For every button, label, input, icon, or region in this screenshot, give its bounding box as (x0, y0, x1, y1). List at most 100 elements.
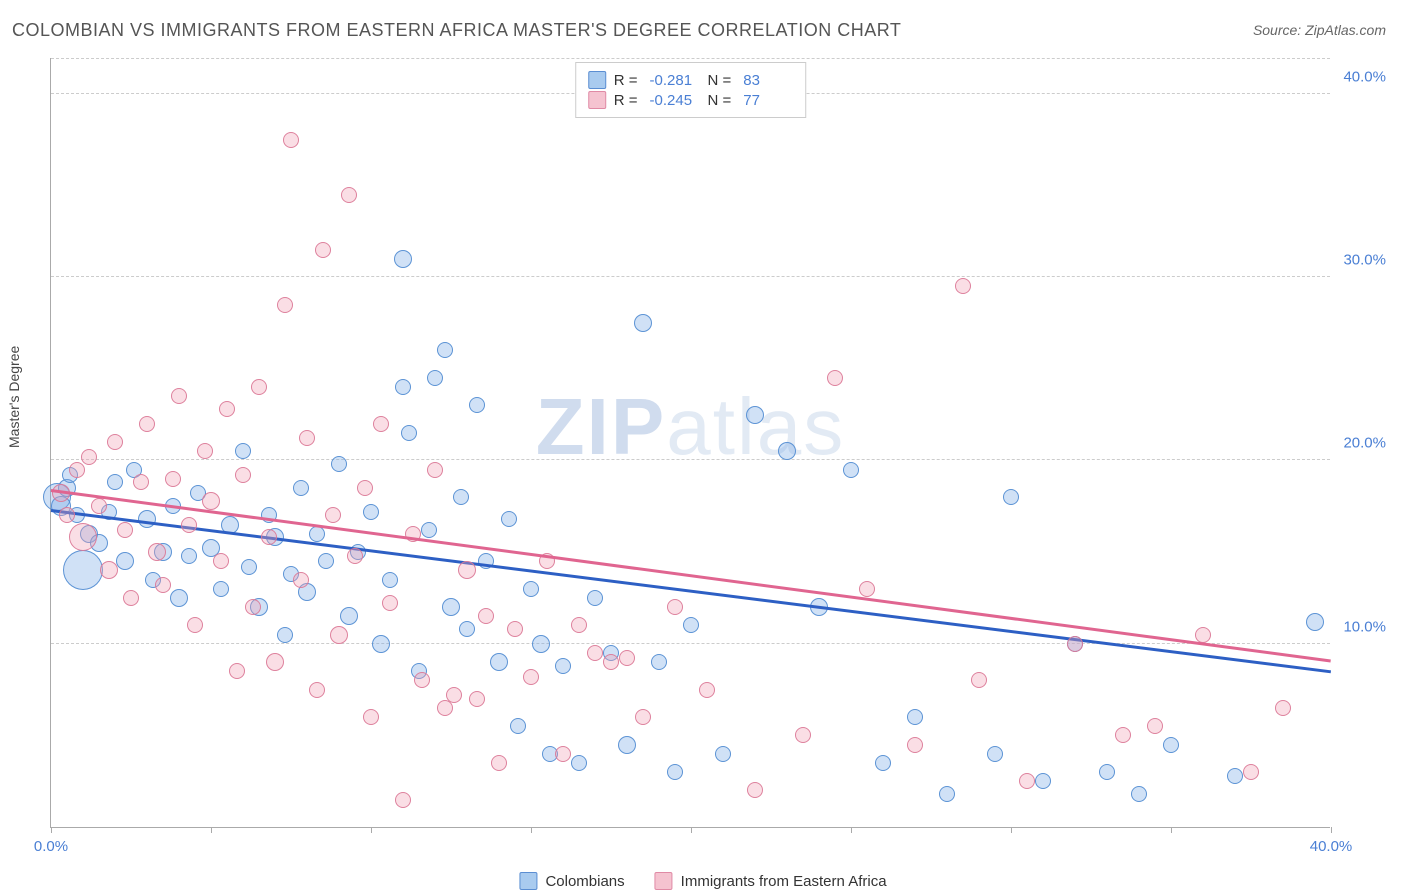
legend-row: R =-0.281N =83 (588, 71, 794, 89)
data-point (1035, 773, 1051, 789)
data-point (277, 627, 293, 643)
x-tick (1331, 827, 1332, 833)
data-point (91, 498, 107, 514)
data-point (181, 548, 197, 564)
data-point (245, 599, 261, 615)
data-point (634, 314, 652, 332)
data-point (939, 786, 955, 802)
correlation-legend: R =-0.281N =83R =-0.245N =77 (575, 62, 807, 118)
gridline (51, 276, 1330, 277)
data-point (357, 480, 373, 496)
y-tick-label: 40.0% (1343, 68, 1386, 85)
gridline (51, 643, 1330, 644)
data-point (116, 552, 134, 570)
data-point (341, 187, 357, 203)
data-point (469, 397, 485, 413)
data-point (523, 669, 539, 685)
trendline (51, 509, 1331, 673)
data-point (907, 737, 923, 753)
data-point (372, 635, 390, 653)
legend-n-value: 77 (743, 92, 793, 109)
legend-swatch (519, 872, 537, 890)
data-point (382, 572, 398, 588)
data-point (315, 242, 331, 258)
data-point (117, 522, 133, 538)
data-point (1147, 718, 1163, 734)
data-point (453, 489, 469, 505)
data-point (213, 553, 229, 569)
data-point (395, 792, 411, 808)
data-point (202, 492, 220, 510)
data-point (241, 559, 257, 575)
data-point (330, 626, 348, 644)
data-point (363, 504, 379, 520)
legend-r-label: R = (614, 72, 638, 89)
data-point (123, 590, 139, 606)
data-point (618, 736, 636, 754)
data-point (69, 523, 97, 551)
data-point (363, 709, 379, 725)
data-point (148, 543, 166, 561)
data-point (859, 581, 875, 597)
data-point (283, 132, 299, 148)
data-point (715, 746, 731, 762)
data-point (490, 653, 508, 671)
data-point (293, 572, 309, 588)
data-point (667, 764, 683, 780)
legend-label: Immigrants from Eastern Africa (681, 873, 887, 890)
y-tick-label: 20.0% (1343, 435, 1386, 452)
data-point (414, 672, 430, 688)
data-point (299, 430, 315, 446)
legend-r-label: R = (614, 92, 638, 109)
data-point (331, 456, 347, 472)
data-point (170, 589, 188, 607)
data-point (532, 635, 550, 653)
data-point (778, 442, 796, 460)
data-point (955, 278, 971, 294)
data-point (59, 507, 75, 523)
data-point (427, 370, 443, 386)
data-point (1227, 768, 1243, 784)
data-point (100, 561, 118, 579)
data-point (63, 550, 103, 590)
chart-title: COLOMBIAN VS IMMIGRANTS FROM EASTERN AFR… (12, 20, 901, 41)
x-tick (851, 827, 852, 833)
data-point (347, 548, 363, 564)
x-tick (691, 827, 692, 833)
data-point (635, 709, 651, 725)
data-point (219, 401, 235, 417)
data-point (587, 590, 603, 606)
series-legend: Colombians Immigrants from Eastern Africa (519, 872, 886, 890)
data-point (395, 379, 411, 395)
data-point (1115, 727, 1131, 743)
legend-r-value: -0.281 (650, 72, 700, 89)
data-point (603, 654, 619, 670)
data-point (667, 599, 683, 615)
legend-swatch (588, 91, 606, 109)
data-point (277, 297, 293, 313)
source-text: Source: ZipAtlas.com (1253, 22, 1386, 38)
x-tick-label: 0.0% (34, 838, 68, 855)
legend-n-value: 83 (743, 72, 793, 89)
data-point (619, 650, 635, 666)
data-point (1019, 773, 1035, 789)
data-point (427, 462, 443, 478)
data-point (293, 480, 309, 496)
data-point (442, 598, 460, 616)
data-point (458, 561, 476, 579)
chart-area: ZIPatlas R =-0.281N =83R =-0.245N =77 10… (50, 58, 1330, 828)
gridline (51, 459, 1330, 460)
data-point (309, 526, 325, 542)
data-point (187, 617, 203, 633)
data-point (69, 462, 85, 478)
legend-label: Colombians (545, 873, 624, 890)
data-point (491, 755, 507, 771)
legend-r-value: -0.245 (650, 92, 700, 109)
data-point (987, 746, 1003, 762)
data-point (571, 617, 587, 633)
data-point (1243, 764, 1259, 780)
data-point (501, 511, 517, 527)
data-point (1131, 786, 1147, 802)
data-point (571, 755, 587, 771)
x-tick (1011, 827, 1012, 833)
